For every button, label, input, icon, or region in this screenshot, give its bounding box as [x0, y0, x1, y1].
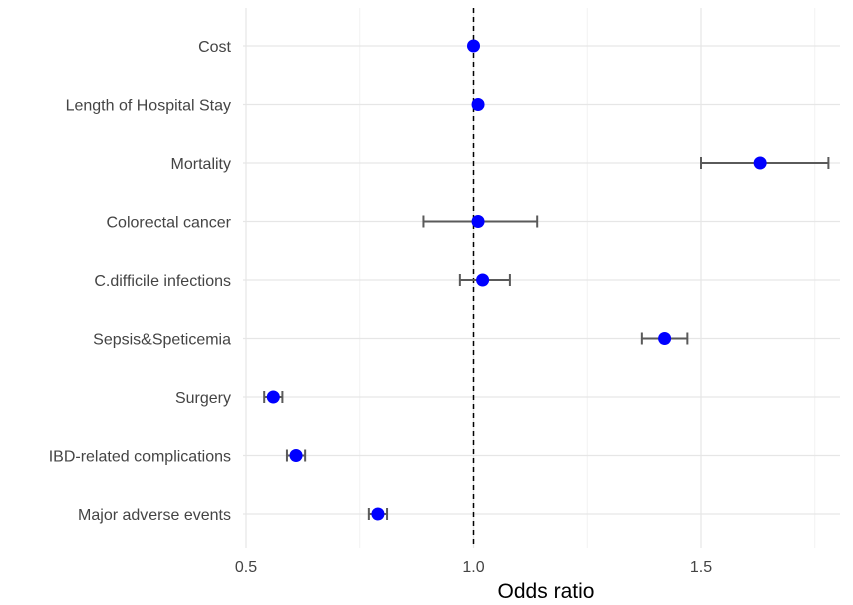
point-estimate [266, 390, 280, 404]
x-axis-title: Odds ratio [498, 580, 595, 603]
category-label: Surgery [175, 390, 231, 407]
category-label: Length of Hospital Stay [66, 98, 231, 115]
category-label: C.difficile infections [94, 273, 231, 290]
point-estimate [471, 98, 485, 111]
x-tick-label: 1.5 [690, 559, 712, 576]
point-layer [266, 39, 767, 521]
point-estimate [471, 215, 485, 228]
category-label: IBD-related complications [49, 449, 231, 466]
x-tick-label-layer: 0.5 1.0 1.5 [235, 559, 712, 576]
x-tick-label: 0.5 [235, 559, 257, 576]
grid-layer [243, 8, 840, 548]
category-label: Major adverse events [78, 507, 231, 524]
category-label: Sepsis&Speticemia [93, 332, 231, 349]
point-estimate [476, 273, 490, 287]
category-label: Cost [198, 39, 231, 56]
point-estimate [753, 156, 767, 170]
category-label: Mortality [171, 156, 231, 173]
point-estimate [371, 507, 385, 521]
category-label-layer: Cost Length of Hospital Stay Mortality Colo… [49, 39, 232, 524]
x-tick-label: 1.0 [462, 559, 484, 576]
point-estimate [658, 332, 672, 345]
category-label: Colorectal cancer [107, 215, 232, 232]
point-estimate [467, 39, 480, 53]
point-estimate [289, 449, 303, 462]
